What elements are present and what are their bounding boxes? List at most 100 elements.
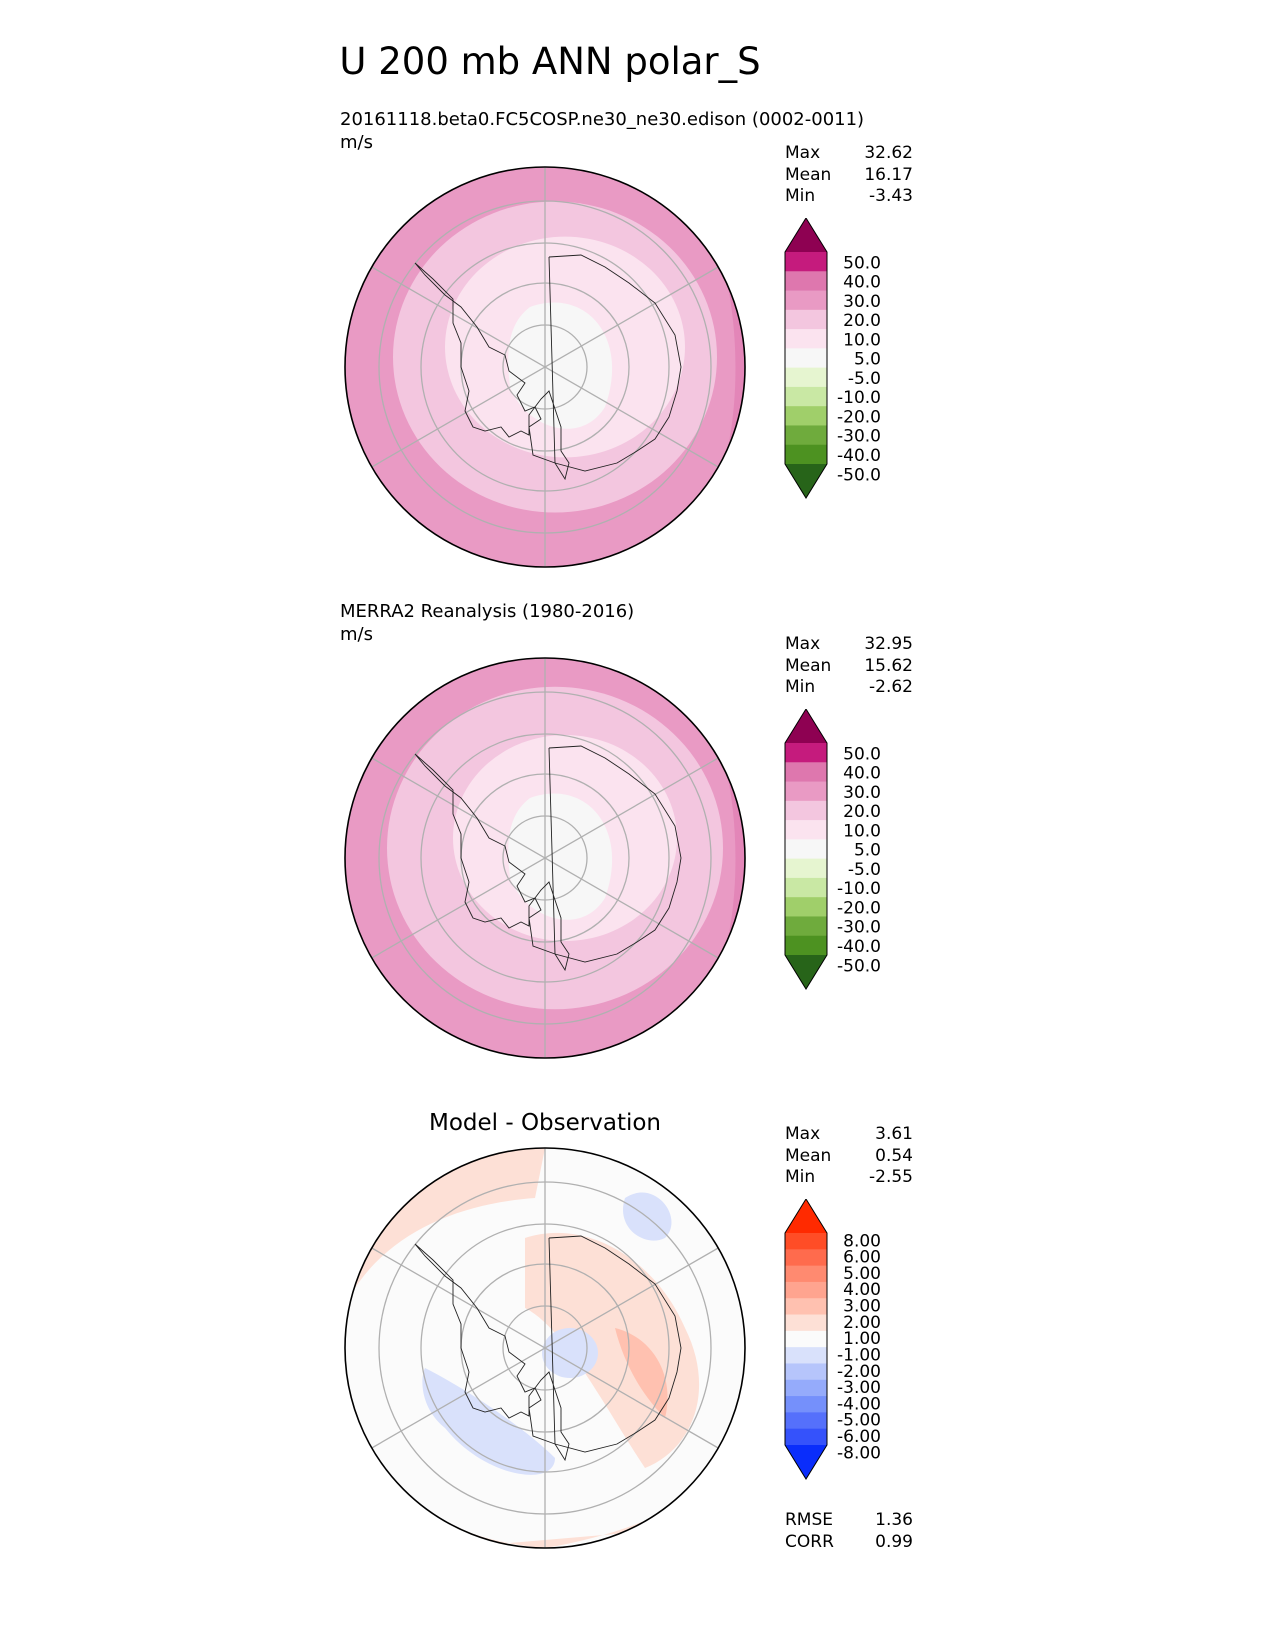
panel-1-units: m/s	[340, 132, 373, 153]
colorbar-tick-label: 40.0	[843, 273, 881, 293]
colorbar-observation: 50.040.030.020.010.05.0-5.0-10.0-20.0-30…	[784, 709, 881, 990]
colorbar-level	[785, 1428, 827, 1446]
colorbar-outline	[784, 218, 828, 499]
colorbar-level	[785, 1412, 827, 1430]
stat-value: 3.61	[875, 1124, 913, 1144]
colorbar-tick-label: -1.00	[837, 1345, 881, 1365]
colorbar-level	[785, 406, 827, 426]
colorbar-tick-label: -30.0	[837, 918, 881, 938]
positive-anomaly	[355, 1148, 545, 1288]
antarctica-coastline	[414, 254, 682, 481]
stat-value: 32.95	[864, 634, 913, 654]
stat-label: Mean	[785, 655, 832, 676]
colorbar-level	[785, 1314, 827, 1332]
polar-map-difference	[344, 1147, 746, 1549]
colorbar-difference: 8.006.005.004.003.002.001.00-1.00-2.00-3…	[784, 1199, 881, 1480]
colorbar-tick-label: -5.00	[837, 1411, 881, 1431]
colorbar-tick-label: -30.0	[837, 427, 881, 447]
colorbar-tick-label: -10.0	[837, 879, 881, 899]
colorbar-level	[785, 743, 827, 763]
panel-2-stats: Max 32.95 Mean 15.62 Min -2.62	[785, 634, 913, 699]
graticule	[371, 167, 719, 567]
figure-title: U 200 mb ANN polar_S	[339, 40, 761, 83]
colorbar-level	[785, 935, 827, 956]
colorbar-tick-label: -5.0	[848, 369, 881, 389]
colorbar-tick-label: -20.0	[837, 407, 881, 427]
panel-1-title: 20161118.beta0.FC5COSP.ne30_ne30.edison …	[340, 109, 865, 130]
colorbar-level	[785, 1298, 827, 1316]
meridian-line	[371, 1247, 719, 1449]
meridian-line	[371, 266, 719, 468]
colorbar-tick-label: 5.0	[854, 841, 881, 861]
colorbar-tick-label: 3.00	[843, 1297, 881, 1317]
colorbar-tick-label: 20.0	[843, 311, 881, 331]
colorbar-level	[785, 839, 827, 860]
stat-value: 0.54	[875, 1145, 913, 1166]
colorbar-level	[785, 916, 827, 937]
colorbar-level	[785, 762, 827, 783]
colorbar-tick-label: 20.0	[843, 802, 881, 822]
map-boundary	[344, 1147, 746, 1549]
colorbar-level	[785, 877, 827, 898]
colorbar-tick-label: 1.00	[843, 1329, 881, 1349]
colorbar-level	[785, 800, 827, 821]
colorbar-max-extension	[785, 218, 827, 252]
colorbar-level	[785, 1249, 827, 1267]
colorbar-level	[785, 1363, 827, 1381]
stat-label: Min	[785, 186, 816, 206]
colorbar-level	[785, 309, 827, 330]
colorbar-tick-label: -2.00	[837, 1362, 881, 1382]
colorbar-level	[785, 386, 827, 407]
stat-label: Max	[785, 1124, 821, 1144]
field-band	[508, 302, 613, 429]
stat-label: Min	[785, 677, 816, 697]
stat-value: 16.17	[864, 164, 913, 185]
stat-label: Mean	[785, 164, 832, 185]
colorbar-tick-label: 6.00	[843, 1248, 881, 1268]
colorbar-tick-label: 40.0	[843, 764, 881, 784]
metric-label: CORR	[785, 1531, 834, 1552]
colorbar-tick-label: 30.0	[843, 292, 881, 312]
colorbar-tick-label: 5.0	[854, 350, 881, 370]
colorbar-tick-label: -50.0	[837, 956, 881, 976]
colorbar-tick-label: 10.0	[843, 821, 881, 841]
colorbar-tick-label: -4.00	[837, 1394, 881, 1414]
panel-2-units: m/s	[340, 624, 373, 645]
colorbar-tick-label: -8.00	[837, 1443, 881, 1463]
colorbar-level	[785, 1347, 827, 1364]
colorbar-tick-label: 2.00	[843, 1313, 881, 1333]
stat-label: Min	[785, 1167, 816, 1187]
colorbar-level	[785, 1265, 827, 1283]
antarctica-coastline	[414, 745, 682, 972]
colorbar-tick-label: -5.0	[848, 860, 881, 880]
polar-map-observation	[344, 657, 746, 1059]
antarctica-coastline	[414, 1235, 682, 1462]
colorbar-outline	[784, 709, 828, 990]
colorbar-level	[785, 1379, 827, 1397]
metric-label: RMSE	[785, 1510, 834, 1530]
colorbar-tick-label: -6.00	[837, 1427, 881, 1447]
metric-value: 1.36	[875, 1510, 913, 1530]
negative-anomaly	[542, 1328, 598, 1378]
graticule	[371, 1148, 719, 1548]
stat-label: Mean	[785, 1145, 832, 1166]
colorbar-tick-label: -40.0	[837, 446, 881, 466]
stat-label: Max	[785, 143, 821, 163]
colorbar-tick-label: -20.0	[837, 898, 881, 918]
colorbar-tick-label: 50.0	[843, 744, 881, 764]
colorbar-level	[785, 781, 827, 802]
colorbar-level	[785, 367, 827, 388]
stat-value: 32.62	[864, 143, 913, 163]
colorbar-level	[785, 897, 827, 917]
colorbar-min-extension	[785, 464, 827, 498]
colorbar-min-extension	[785, 1445, 827, 1479]
panel-3-title: Model - Observation	[428, 1110, 662, 1136]
field-band	[508, 793, 613, 920]
meridian-line	[371, 757, 719, 959]
colorbar-max-extension	[785, 709, 827, 743]
metric-value: 0.99	[875, 1531, 913, 1552]
negative-anomaly	[422, 1368, 555, 1475]
field-layer	[345, 658, 745, 1058]
colorbar-level	[785, 444, 827, 465]
stat-label: Max	[785, 634, 821, 654]
